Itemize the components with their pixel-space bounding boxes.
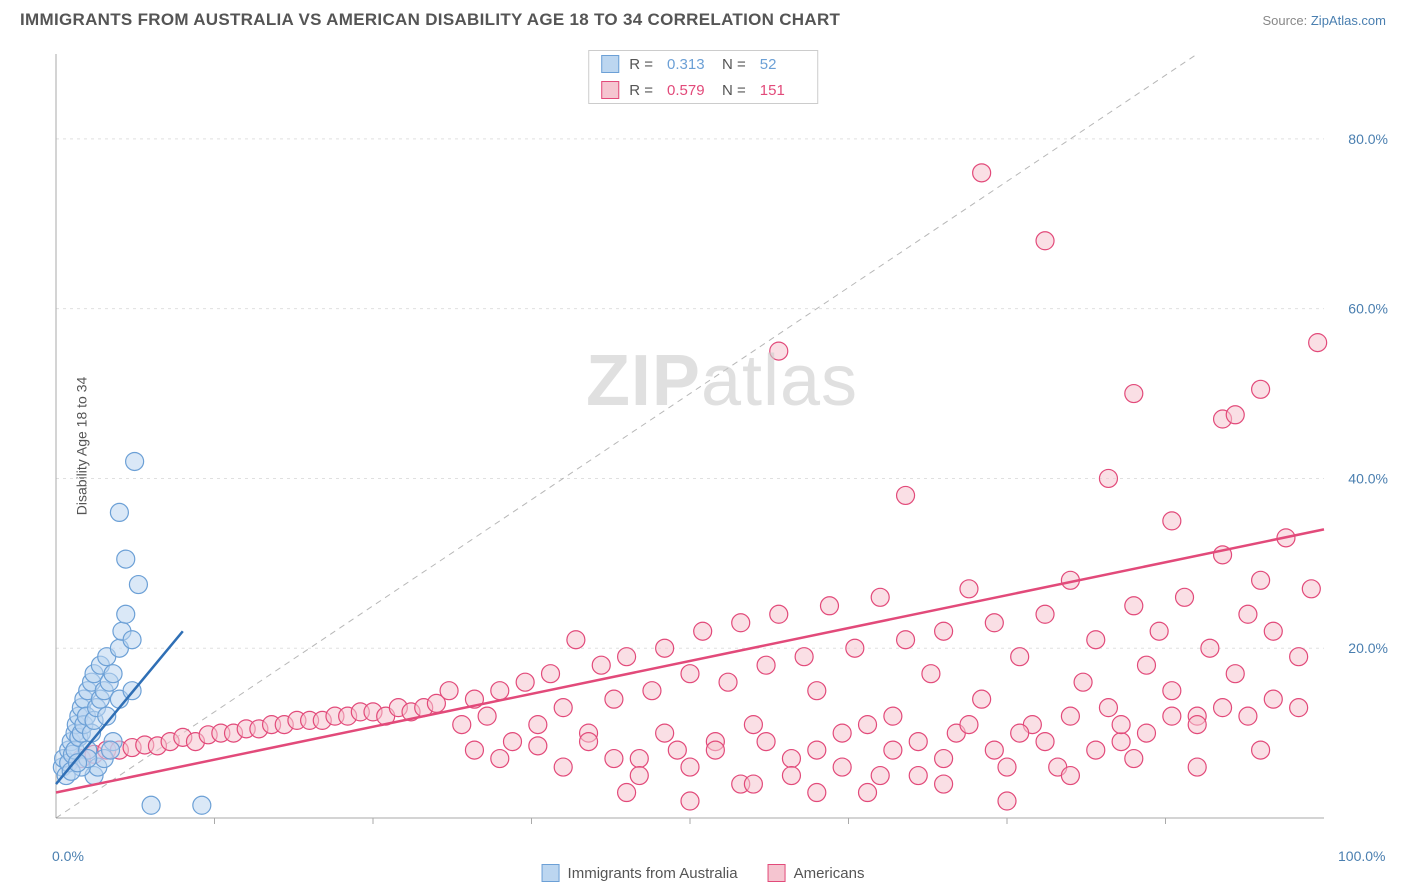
legend-label: Americans: [794, 865, 865, 882]
legend-item: Americans: [768, 864, 865, 882]
x-axis-label: 100.0%: [1338, 848, 1385, 864]
x-axis-label: 0.0%: [52, 848, 84, 864]
chart-area: 20.0%40.0%60.0%80.0% ZIPatlas: [50, 48, 1394, 842]
legend-label: Immigrants from Australia: [568, 865, 738, 882]
source-link[interactable]: ZipAtlas.com: [1311, 13, 1386, 28]
n-value: 151: [760, 82, 805, 99]
page-title: IMMIGRANTS FROM AUSTRALIA VS AMERICAN DI…: [20, 10, 840, 30]
stats-row-series-1: R = 0.579 N = 151: [589, 77, 817, 103]
bottom-legend: Immigrants from Australia Americans: [542, 864, 865, 882]
svg-text:60.0%: 60.0%: [1348, 301, 1388, 317]
svg-text:80.0%: 80.0%: [1348, 131, 1388, 147]
swatch-icon: [542, 864, 560, 882]
chart-svg: 20.0% 40.0% 60.0% 80.0%: [50, 48, 1394, 842]
header: IMMIGRANTS FROM AUSTRALIA VS AMERICAN DI…: [0, 0, 1406, 38]
svg-text:20.0%: 20.0%: [1348, 640, 1388, 656]
stats-legend-box: R = 0.313 N = 52 R = 0.579 N = 151: [588, 50, 818, 104]
n-value: 52: [760, 56, 805, 73]
swatch-icon: [601, 55, 619, 73]
r-value: 0.579: [667, 82, 712, 99]
swatch-icon: [601, 81, 619, 99]
stats-row-series-0: R = 0.313 N = 52: [589, 51, 817, 77]
r-value: 0.313: [667, 56, 712, 73]
swatch-icon: [768, 864, 786, 882]
svg-text:40.0%: 40.0%: [1348, 470, 1388, 486]
legend-item: Immigrants from Australia: [542, 864, 738, 882]
source-credit: Source: ZipAtlas.com: [1262, 13, 1386, 28]
